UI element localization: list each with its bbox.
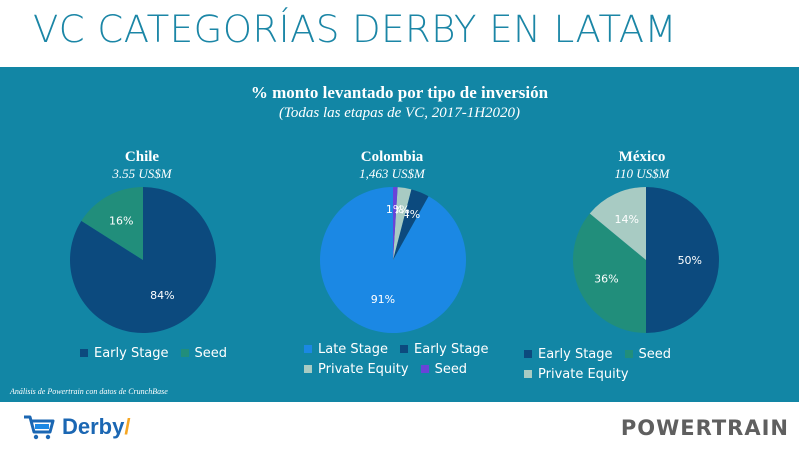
legend-item: Early Stage (524, 344, 613, 364)
derby-wordmark: Derby/ (62, 414, 130, 440)
legend-label: Late Stage (318, 341, 389, 357)
legend-swatch (400, 345, 409, 353)
cart-icon (24, 415, 55, 440)
chart-panel: % monto levantado por tipo de inversión … (0, 67, 799, 402)
legend-item: Late Stage (304, 339, 388, 359)
legend-item: Seed (180, 343, 228, 363)
slice-label: 4% (403, 208, 420, 221)
legend-label: Private Equity (538, 366, 629, 382)
legend-label: Seed (194, 345, 228, 361)
pie-slice (589, 187, 646, 260)
legend-swatch (80, 349, 88, 357)
legend-chile: Early Stage Seed (80, 343, 280, 363)
chart-title-chile: Chile 3.55 US$M (42, 149, 242, 182)
chart-total: 1,463 US$M (359, 166, 425, 181)
legend-swatch (524, 370, 532, 378)
pie-slice (573, 213, 646, 333)
legend-label: Early Stage (414, 341, 489, 357)
pie-slice (81, 187, 143, 260)
legend-item: Early Stage (80, 343, 169, 363)
slice-label: 3% (392, 204, 409, 217)
chart-name: Colombia (360, 149, 424, 165)
slice-label: 84% (150, 289, 174, 302)
chart-title-colombia: Colombia 1,463 US$M (292, 149, 492, 182)
legend-item: Seed (420, 359, 468, 379)
legend-swatch (624, 350, 633, 358)
legend-label: Private Equity (318, 361, 409, 377)
pie-slice (393, 189, 429, 260)
legend-colombia: Late Stage Early Stage Private Equity Se… (304, 339, 504, 379)
legend-item: Private Equity (524, 364, 629, 384)
powertrain-logo: POWERTRAIN (620, 416, 789, 440)
panel-title: % monto levantado por tipo de inversión (250, 83, 549, 102)
legend-item: Early Stage (400, 339, 489, 359)
pie-slice (320, 187, 467, 333)
chart-total: 110 US$M (614, 166, 670, 181)
legend-label: Early Stage (94, 345, 169, 361)
page-title: VC CATEGORÍAS DERBY EN LATAM (33, 8, 677, 51)
chart-title-mexico: México 110 US$M (542, 149, 742, 182)
slice-label: 16% (109, 214, 133, 227)
slice-label: 91% (371, 293, 395, 306)
derby-name: Derby (62, 414, 125, 439)
legend-label: Early Stage (538, 346, 613, 362)
legend-swatch (180, 349, 189, 357)
legend-swatch (524, 350, 532, 358)
legend-swatch (304, 365, 312, 373)
derby-slash-mark: / (124, 414, 131, 439)
source-note: Análisis de Powertrain con datos de Crun… (10, 387, 168, 396)
legend-label: Seed (434, 361, 468, 377)
legend-swatch (304, 345, 312, 353)
chart-name: Chile (124, 149, 160, 165)
pie-slice (646, 187, 719, 333)
chart-name: México (618, 149, 666, 165)
slice-label: 36% (594, 273, 618, 286)
panel-subtitle: (Todas las etapas de VC, 2017-1H2020) (278, 105, 521, 121)
legend-label: Seed (638, 346, 672, 362)
legend-item: Seed (624, 344, 672, 364)
legend-swatch (420, 365, 429, 373)
pie-slice (69, 187, 216, 333)
slice-label: 50% (678, 254, 702, 267)
slice-label: 14% (615, 213, 639, 226)
chart-total: 3.55 US$M (112, 166, 172, 181)
legend-item: Private Equity (304, 359, 409, 379)
legend-mexico: Early Stage Seed Private Equity (524, 344, 794, 384)
pie-charts: 84% 16% 91% 4%3%1% 50% 36% 14% (69, 187, 719, 333)
pie-slice (393, 187, 398, 260)
pie-slice (393, 187, 412, 260)
slice-label: 1% (386, 203, 403, 216)
derby-logo: Derby/ (22, 414, 130, 440)
